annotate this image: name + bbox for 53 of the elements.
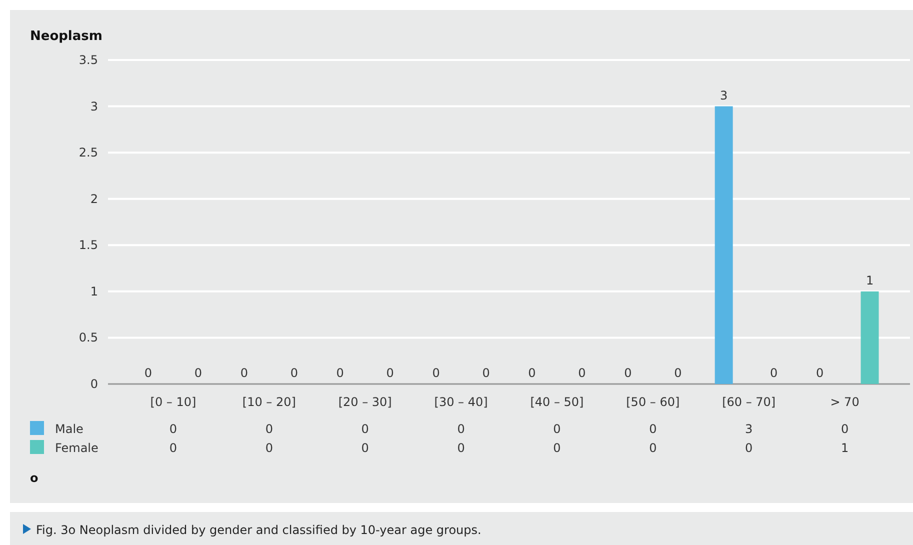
annotation: 0 [624,366,632,380]
y-tick-label: 0 [90,377,98,391]
annotation: 0 [528,366,536,380]
data-label: 0 [265,422,273,436]
annotation: 0 [290,366,298,380]
x-tick-label: [10 – 20] [242,395,296,409]
y-tick-label: 1 [90,284,98,298]
y-tick-label: 2.5 [78,146,98,160]
annotation: 0 [816,366,824,380]
annotation: 1 [866,273,874,288]
y-tick-label: 1.5 [78,238,98,252]
data-label: 1 [840,441,849,455]
annotation: 0 [482,366,490,380]
data-label: 0 [840,422,849,436]
caption: Fig. 3o Neoplasm divided by gender and classified by 10-year age groups. [36,523,482,537]
data-label: 0 [457,422,465,436]
annotation: 0 [674,366,682,380]
annotation: 0 [144,366,152,380]
annotation: 0 [578,366,586,380]
data-label: 0 [649,422,657,436]
y-tick-label: 3.5 [78,53,98,67]
data-label: 0 [169,422,178,436]
x-tick-label: > 70 [830,395,860,409]
data-label: 0 [649,441,657,455]
data-label: 0 [553,422,561,436]
y-tick-label: 0.5 [78,330,98,345]
chart-title: Neoplasm [30,29,102,44]
annotation: 0 [386,366,394,380]
x-tick-label: [50 – 60] [626,395,680,409]
x-tick-label: [0 – 10] [150,395,196,409]
x-tick-label: [20 – 30] [338,395,392,409]
legend-label: Male [55,422,84,436]
data-label: 3 [745,422,753,436]
data-label: 0 [361,422,369,436]
x-tick-label: [40 – 50] [530,395,584,409]
annotation: 0 [432,366,440,380]
x-tick-label: [60 – 70] [722,395,776,409]
annotation: 0 [194,366,202,380]
data-label: 0 [457,441,465,455]
data-label: 0 [169,441,178,455]
data-label: 0 [553,441,561,455]
data-label: 0 [361,441,369,455]
annotation: 0 [770,366,778,380]
text: o [30,471,38,485]
annotation: 0 [240,366,248,380]
data-label: 0 [745,441,753,455]
data-label: 0 [265,441,273,455]
legend-label: Female [55,441,98,455]
annotation: 3 [720,88,728,102]
y-tick-label: 2 [90,192,98,206]
annotation: 0 [336,366,344,380]
x-tick-label: [30 – 40] [434,395,488,409]
y-tick-label: 3 [90,99,98,114]
